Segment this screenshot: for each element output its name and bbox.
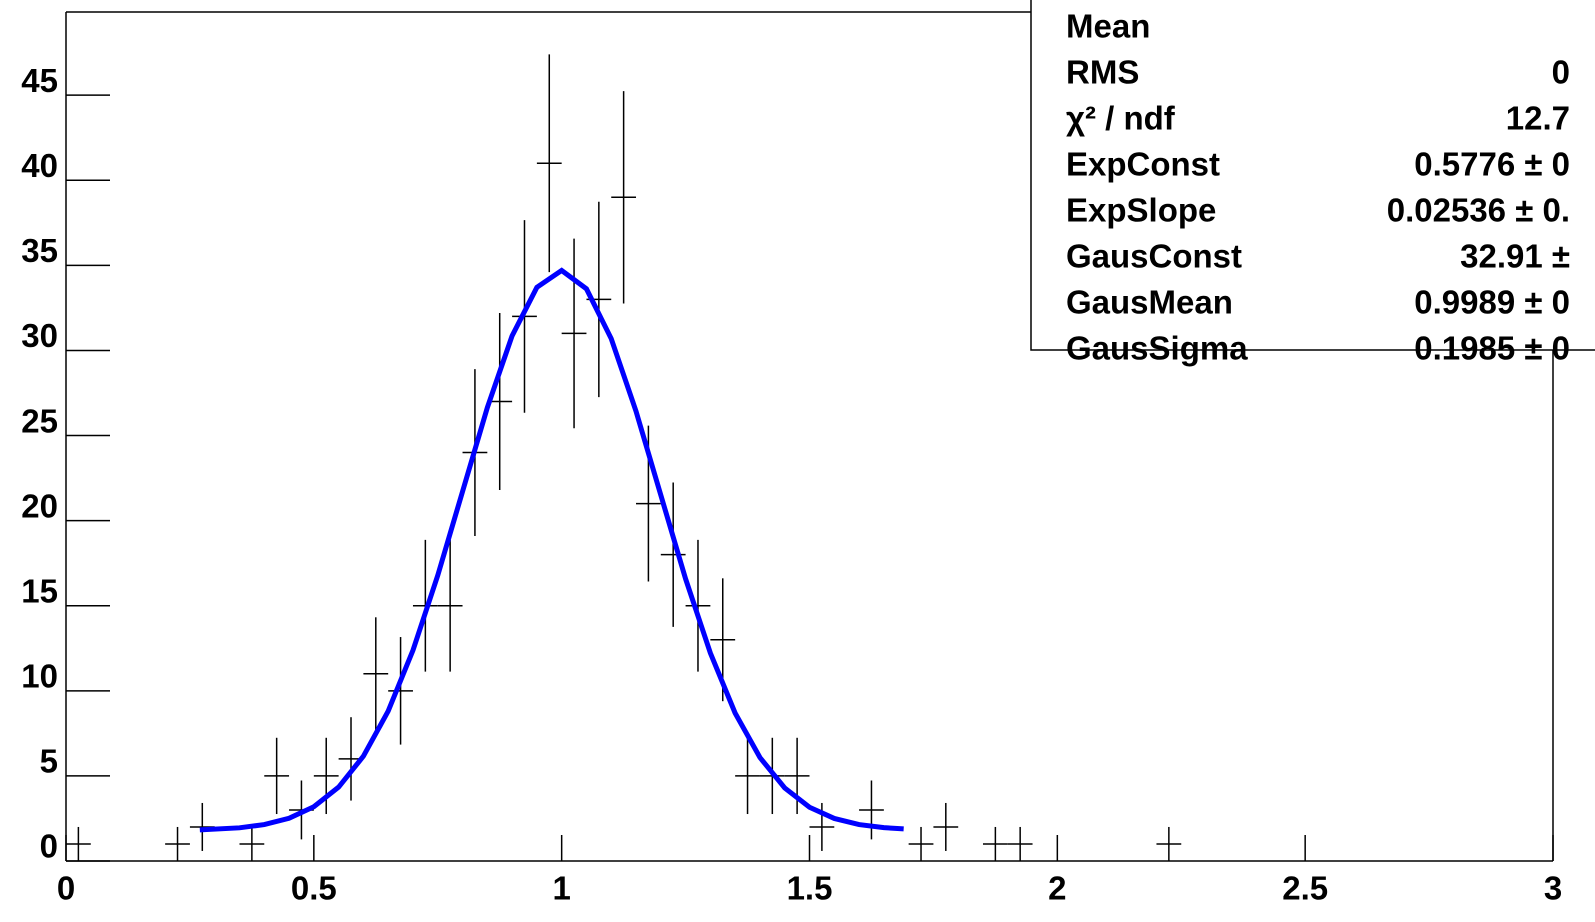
stat-label: RMS <box>1066 54 1139 91</box>
y-tick-label: 5 <box>40 743 58 780</box>
stat-value: 32.91 ± <box>1460 238 1570 275</box>
x-tick-label: 0.5 <box>291 870 337 907</box>
stat-label: Mean <box>1066 8 1150 45</box>
y-tick-label: 25 <box>21 402 58 439</box>
x-tick-label: 2 <box>1048 870 1066 907</box>
x-tick-label: 3 <box>1544 870 1562 907</box>
stat-label: χ² / ndf <box>1066 100 1176 137</box>
fit-curve <box>199 267 904 833</box>
stat-label: ExpSlope <box>1066 192 1216 229</box>
stat-label: GausSigma <box>1066 330 1248 367</box>
x-tick-label: 2.5 <box>1282 870 1328 907</box>
stat-label: ExpConst <box>1066 146 1220 183</box>
x-tick-label: 0 <box>57 870 75 907</box>
stat-label: GausConst <box>1066 238 1242 275</box>
x-tick-label: 1 <box>552 870 570 907</box>
stat-value: 0.9989 ± 0 <box>1414 284 1570 321</box>
y-tick-label: 20 <box>21 487 58 524</box>
stats-box <box>1030 0 1595 351</box>
y-tick-label: 10 <box>21 658 58 695</box>
y-tick-label: 0 <box>40 828 58 865</box>
y-tick-label: 15 <box>21 572 58 609</box>
stat-label: GausMean <box>1066 284 1233 321</box>
stat-value: 0.5776 ± 0 <box>1414 146 1570 183</box>
stat-value: 0.1985 ± 0 <box>1414 330 1570 367</box>
y-tick-label: 40 <box>21 147 58 184</box>
stat-value: 0.02536 ± 0. <box>1387 192 1570 229</box>
x-tick-label: 1.5 <box>787 870 833 907</box>
y-tick-label: 35 <box>21 232 58 269</box>
y-tick-label: 45 <box>21 62 58 99</box>
stat-value: 12.7 <box>1506 100 1570 137</box>
stat-value: 0 <box>1552 54 1570 91</box>
y-tick-label: 30 <box>21 317 58 354</box>
